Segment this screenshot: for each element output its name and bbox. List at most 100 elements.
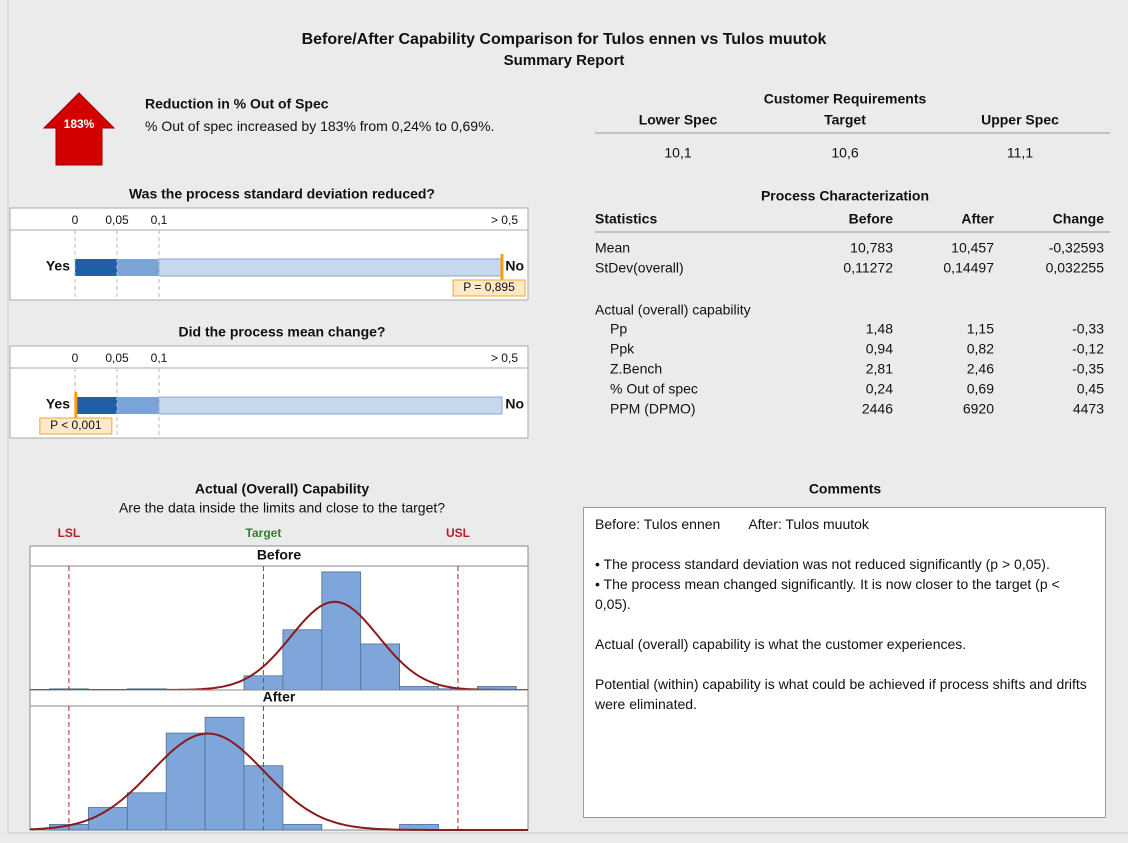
table-cell: 2,46 [967, 361, 994, 377]
spec-value: 11,1 [1007, 145, 1033, 161]
tick-label: 0,1 [151, 213, 168, 227]
comment-after: After: Tulos muutok [748, 516, 869, 532]
histogram-bar [360, 643, 401, 691]
table-cell: PPM (DPMO) [610, 401, 696, 417]
limit-label: Target [246, 526, 282, 540]
table-cell: 0,69 [967, 381, 994, 397]
table-cell: -0,12 [1072, 341, 1104, 357]
chart-title: Actual (Overall) Capability [195, 481, 369, 497]
tick-label: > 0,5 [491, 351, 518, 365]
table-cell: Z.Bench [610, 361, 662, 377]
test-question: Did the process mean change? [179, 324, 386, 340]
histogram-bar [204, 716, 245, 831]
table-cell: -0,33 [1072, 321, 1104, 337]
requirements-title: Customer Requirements [764, 91, 927, 107]
comments-title: Comments [809, 481, 882, 497]
tick-label: 0,1 [151, 351, 168, 365]
no-label: No [505, 396, 524, 412]
table-cell: 0,82 [967, 341, 994, 357]
table-cell: 4473 [1073, 401, 1104, 417]
tick-label: > 0,5 [491, 213, 518, 227]
p-label: P = 0,895 [463, 280, 515, 294]
panel-label: Before [257, 547, 302, 563]
scale-band [158, 258, 503, 277]
p-label: P < 0,001 [50, 418, 102, 432]
process-title: Process Characterization [761, 188, 929, 204]
table-cell: 10,783 [850, 240, 893, 256]
yes-label: Yes [46, 396, 70, 412]
tick-label: 0,05 [105, 351, 129, 365]
limit-label: LSL [58, 526, 81, 540]
chart-subtitle: Are the data inside the limits and close… [119, 500, 445, 516]
spec-value: 10,6 [831, 145, 858, 161]
column-header: Lower Spec [639, 112, 718, 128]
p-label-box [452, 279, 526, 297]
scale-band [158, 396, 503, 415]
scale-band [117, 259, 159, 276]
scale-band [117, 397, 159, 414]
p-marker [500, 254, 504, 280]
tick-label: 0,05 [105, 213, 129, 227]
table-cell: 0,94 [866, 341, 893, 357]
table-header: After [961, 211, 994, 227]
arrow-icon [42, 92, 116, 166]
comments-box: Before: Tulos ennen After: Tulos muutok •… [583, 507, 1106, 818]
scale-band [75, 397, 117, 414]
comment-before: Before: Tulos ennen [595, 516, 721, 532]
table-cell: -0,32593 [1049, 240, 1104, 256]
table-cell: 1,48 [866, 321, 893, 337]
tick-label: 0 [72, 213, 79, 227]
tick-label: 0 [72, 351, 79, 365]
comment-bullet: • The process standard deviation was not… [595, 556, 1050, 572]
histogram-bar [321, 571, 362, 691]
spec-value: 10,1 [664, 145, 691, 161]
column-header: Upper Spec [981, 112, 1059, 128]
table-cell: 0,24 [866, 381, 893, 397]
scale-band [75, 259, 117, 276]
histogram-bar [126, 792, 167, 831]
panel-label: After [263, 689, 296, 705]
table-cell: 6920 [963, 401, 994, 417]
table-section: Actual (overall) capability [595, 302, 751, 318]
table-cell: 0,032255 [1046, 260, 1105, 276]
table-header: Statistics [595, 211, 657, 227]
table-cell: StDev(overall) [595, 260, 684, 276]
report-title: Before/After Capability Comparison for T… [302, 31, 827, 48]
limit-label: USL [446, 526, 470, 540]
fit-curve [29, 732, 528, 831]
reduction-heading: Reduction in % Out of Spec [145, 96, 329, 112]
table-cell: 1,15 [967, 321, 994, 337]
column-header: Target [824, 112, 866, 128]
table-cell: -0,35 [1072, 361, 1104, 377]
badge: 183% [64, 117, 95, 131]
report-subtitle: Summary Report [504, 52, 625, 69]
test-question: Was the process standard deviation reduc… [129, 186, 435, 202]
comment-note: Actual (overall) capability is what the … [595, 636, 967, 652]
p-label-box [39, 417, 113, 435]
comment-line: Before: Tulos ennen After: Tulos muutok [595, 514, 1094, 534]
reduction-text: % Out of spec increased by 183% from 0,2… [145, 118, 495, 134]
table-cell: 10,457 [951, 240, 994, 256]
no-label: No [505, 258, 524, 274]
table-cell: % Out of spec [610, 381, 698, 397]
p-marker [74, 392, 78, 418]
panel-plot [29, 565, 529, 691]
comment-note: Potential (within) capability is what co… [595, 676, 1087, 712]
table-header: Before [849, 211, 894, 227]
comment-bullet: • The process mean changed significantly… [595, 576, 1060, 612]
table-cell: Mean [595, 240, 630, 256]
table-cell: 2,81 [866, 361, 893, 377]
histogram-bar [399, 686, 439, 691]
test-box [9, 207, 529, 301]
table-cell: 0,14497 [943, 260, 994, 276]
table-cell: Pp [610, 321, 627, 337]
table-header: Change [1053, 211, 1105, 227]
table-cell: 2446 [862, 401, 893, 417]
histogram-bar [282, 823, 323, 831]
yes-label: Yes [46, 258, 70, 274]
histogram-bar [165, 732, 206, 831]
table-cell: Ppk [610, 341, 635, 357]
table-cell: 0,11272 [843, 260, 893, 276]
